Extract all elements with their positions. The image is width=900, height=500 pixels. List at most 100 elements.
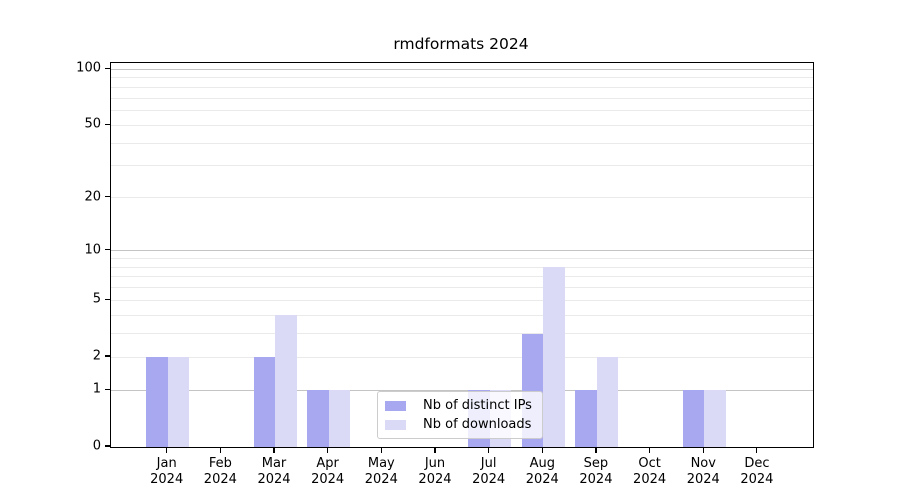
y-tick-mark bbox=[105, 196, 110, 198]
major-gridline bbox=[111, 250, 813, 252]
minor-gridline bbox=[111, 110, 813, 111]
x-tick-month: Jul bbox=[480, 456, 497, 471]
x-tick-year: 2024 bbox=[257, 472, 291, 487]
legend-label: Nb of downloads bbox=[423, 417, 532, 432]
minor-gridline bbox=[111, 77, 813, 79]
x-tick-year: 2024 bbox=[150, 472, 184, 487]
x-tick-mark bbox=[219, 448, 221, 453]
bar-mar-distinct-ips bbox=[253, 357, 275, 447]
y-tick-mark bbox=[105, 388, 110, 390]
x-tick-mark bbox=[327, 448, 329, 453]
minor-gridline bbox=[111, 333, 813, 335]
bar-sep-distinct-ips bbox=[575, 390, 597, 447]
x-tick-month: Apr bbox=[316, 456, 339, 471]
x-tick-label: Feb 2024 bbox=[185, 456, 255, 488]
x-tick-month: Jan bbox=[156, 456, 177, 471]
x-tick-month: Feb bbox=[208, 456, 232, 471]
x-tick-label: Apr 2024 bbox=[293, 456, 363, 488]
x-tick-mark bbox=[648, 448, 651, 453]
minor-gridline bbox=[111, 165, 813, 167]
x-tick-label: Jun 2024 bbox=[400, 456, 470, 488]
y-tick-mark bbox=[105, 67, 110, 69]
x-tick-year: 2024 bbox=[311, 472, 345, 487]
chart-title: rmdformats 2024 bbox=[393, 35, 529, 53]
minor-gridline bbox=[111, 197, 813, 199]
x-tick-year: 2024 bbox=[525, 472, 559, 487]
x-tick-mark bbox=[541, 448, 543, 453]
legend-swatch-distinct-ips bbox=[385, 400, 406, 411]
y-axis: 0 1 2 5 10 20 50 100 bbox=[0, 60, 110, 453]
x-tick-label: Sep 2024 bbox=[561, 456, 631, 488]
y-tick-mark bbox=[105, 123, 110, 125]
x-axis: Jan 2024 Feb 2024 Mar 2024 Apr 2024 May 2024 Jun 20… bbox=[110, 446, 812, 500]
bar-sep-downloads bbox=[596, 357, 619, 447]
y-tick-mark bbox=[105, 445, 110, 447]
y-tick-label: 50 bbox=[84, 116, 101, 132]
bar-mar-downloads bbox=[275, 315, 297, 447]
x-tick-label: Jul 2024 bbox=[454, 456, 524, 488]
x-tick-month: Jun bbox=[424, 456, 446, 471]
x-tick-year: 2024 bbox=[686, 472, 720, 487]
x-tick-mark bbox=[434, 448, 436, 453]
minor-gridline bbox=[111, 276, 813, 278]
legend-item-downloads: Nb of downloads bbox=[385, 417, 532, 432]
y-tick-label: 20 bbox=[84, 189, 101, 205]
major-gridline bbox=[111, 389, 813, 391]
x-tick-mark bbox=[273, 448, 275, 453]
x-tick-mark bbox=[488, 448, 490, 453]
x-tick-year: 2024 bbox=[633, 472, 667, 487]
x-tick-label: Oct 2024 bbox=[615, 456, 685, 488]
x-tick-label: Aug 2024 bbox=[507, 456, 577, 488]
x-tick-month: Mar bbox=[261, 456, 287, 471]
legend-item-distinct-ips: Nb of distinct IPs bbox=[385, 398, 532, 413]
bar-jan-downloads bbox=[167, 357, 190, 447]
minor-gridline bbox=[111, 314, 813, 316]
bar-nov-downloads bbox=[704, 390, 726, 447]
x-tick-month: Aug bbox=[529, 456, 555, 471]
x-tick-mark bbox=[166, 448, 168, 453]
x-tick-month: Nov bbox=[690, 456, 716, 471]
minor-gridline bbox=[111, 142, 813, 144]
bar-apr-distinct-ips bbox=[307, 390, 329, 447]
minor-gridline bbox=[111, 86, 813, 88]
x-tick-year: 2024 bbox=[740, 472, 774, 487]
x-tick-label: Jan 2024 bbox=[132, 456, 202, 488]
y-tick-mark bbox=[105, 249, 110, 251]
x-tick-month: Dec bbox=[744, 456, 770, 471]
bar-jan-distinct-ips bbox=[146, 357, 168, 447]
x-tick-year: 2024 bbox=[364, 472, 398, 487]
x-tick-mark bbox=[756, 448, 758, 453]
y-tick-label: 1 bbox=[92, 381, 101, 397]
y-tick-label: 100 bbox=[76, 60, 101, 76]
x-tick-month: Oct bbox=[638, 456, 661, 471]
legend-label: Nb of distinct IPs bbox=[423, 398, 532, 413]
y-tick-mark bbox=[105, 298, 110, 300]
legend-swatch-downloads bbox=[385, 419, 406, 430]
minor-gridline bbox=[111, 124, 813, 126]
minor-gridline bbox=[111, 266, 813, 268]
y-tick-label: 10 bbox=[84, 242, 101, 258]
x-tick-year: 2024 bbox=[203, 472, 237, 487]
x-tick-mark bbox=[380, 448, 382, 453]
x-tick-year: 2024 bbox=[418, 472, 452, 487]
bar-aug-downloads bbox=[543, 267, 565, 447]
y-tick-mark bbox=[105, 355, 110, 357]
minor-gridline bbox=[111, 299, 813, 301]
x-tick-label: May 2024 bbox=[346, 456, 416, 488]
y-tick-label: 5 bbox=[92, 291, 101, 307]
x-tick-label: Nov 2024 bbox=[668, 456, 738, 488]
x-tick-label: Dec 2024 bbox=[722, 456, 792, 488]
x-tick-year: 2024 bbox=[579, 472, 613, 487]
bar-apr-downloads bbox=[328, 390, 351, 447]
x-tick-year: 2024 bbox=[472, 472, 506, 487]
x-tick-label: Mar 2024 bbox=[239, 456, 309, 488]
bar-nov-distinct-ips bbox=[682, 390, 705, 447]
y-tick-label: 0 bbox=[92, 438, 101, 454]
minor-gridline bbox=[111, 97, 813, 99]
minor-gridline bbox=[111, 356, 813, 358]
x-tick-month: Sep bbox=[583, 456, 609, 471]
y-tick-label: 2 bbox=[92, 348, 101, 364]
minor-gridline bbox=[111, 287, 813, 289]
minor-gridline bbox=[111, 258, 813, 260]
